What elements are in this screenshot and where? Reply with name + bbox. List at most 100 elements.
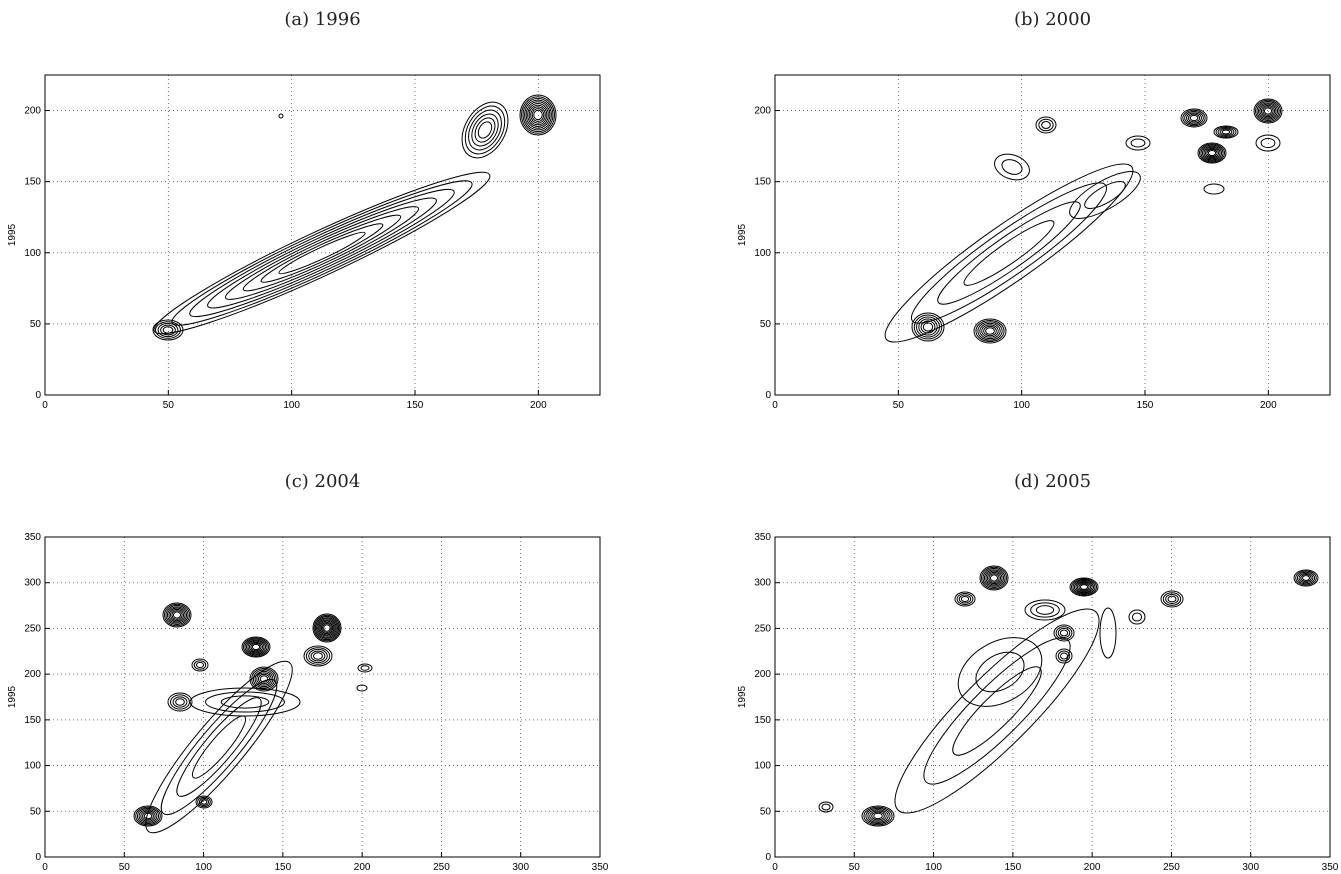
contour-line [191,715,247,779]
y-tick-label: 50 [30,806,42,817]
x-tick-label: 350 [1322,862,1339,873]
contour-line [249,666,279,692]
contour-line [160,324,176,336]
contour-line [863,806,893,826]
y-tick-label: 50 [760,319,772,330]
contour-line [954,591,976,607]
x-tick-label: 150 [1137,400,1154,411]
contour-line [522,97,554,133]
contour-line [317,618,337,638]
contour-line [251,667,277,691]
y-tick-label: 300 [754,578,771,589]
panel: (a) 1996 1995 0 50 100 150 200 0 50 100 150 200 [7,9,601,411]
contour-line [821,803,831,811]
contour-line [911,312,945,342]
contour-line [1302,575,1310,581]
contour-line [303,645,333,667]
contour-line [1260,137,1276,149]
contour-line [1206,148,1218,158]
contour-line [153,171,491,335]
contour-line [245,639,267,655]
contour-line [244,638,268,656]
contour-line [360,665,370,671]
contour-line [1254,99,1282,123]
contour-line [312,613,342,643]
contour-line [314,615,340,641]
contours [884,98,1283,344]
contour-line [1217,127,1235,137]
contour-line [956,592,974,606]
contour-line [241,636,271,658]
contour-line [242,214,402,292]
contour-line [1069,577,1099,597]
contour-line [461,101,509,159]
contour-line [1182,109,1206,127]
contour-line [1221,129,1231,135]
contour-line [894,608,1100,814]
contour-line [937,201,1081,305]
contour-line [913,314,943,340]
contour-line [1298,572,1314,584]
contour-line [871,811,885,821]
contour-line [1167,595,1177,603]
contour-line [975,319,1005,343]
x-tick-label: 350 [592,862,609,873]
contour-line [531,108,545,122]
y-tick-label: 150 [24,715,41,726]
contour-line [918,318,938,336]
contour-line [200,799,208,805]
contour-line [313,614,341,642]
axes-frame [44,536,601,858]
y-tick-label: 300 [24,578,41,589]
contour-line [308,648,328,664]
contour-line [1203,146,1221,160]
contour-line [1186,112,1202,124]
contour-line [530,106,546,124]
contour-line [1072,579,1096,595]
contour-line [196,661,204,669]
contour-line [163,603,191,627]
contour-line [979,322,1001,340]
contour-line [1215,126,1237,138]
y-axis-label: 1995 [7,223,18,246]
contour-line [1075,581,1093,593]
contour-line [920,320,936,334]
contour-line [162,602,192,628]
contour-line [205,691,285,713]
x-tick-label: 100 [1013,400,1030,411]
contour-line [980,566,1008,590]
contour-line [1187,113,1201,123]
contour-line [250,642,262,652]
contour-line [1125,135,1151,151]
x-tick-label: 100 [195,862,212,873]
contour-line [985,570,1003,586]
contour-line [1084,181,1126,209]
y-tick-label: 150 [754,715,771,726]
axes-frame [774,74,1331,396]
contour-line [524,99,552,131]
x-tick-label: 0 [42,862,48,873]
contour-line [1296,571,1316,585]
contour-line [873,812,883,820]
contour-line [242,637,270,657]
contour-line [1198,143,1226,163]
x-tick-label: 100 [925,862,942,873]
contour-line [170,694,190,710]
contour-line [963,220,1055,286]
contour-line [957,637,1043,707]
y-tick-label: 150 [24,177,41,188]
contour-line [165,605,189,625]
x-tick-label: 150 [1005,862,1022,873]
contour-line [305,647,331,665]
panel: (c) 2004 1995 0 50 100 150 200 250 300 350 0 50 100 1… [7,471,609,873]
contour-line [1070,578,1098,596]
panel: (d) 2005 1995 0 50 100 150 200 250 300 350 0 50 100 1… [737,471,1339,873]
y-tick-label: 100 [24,248,41,259]
contour-line [1079,584,1089,590]
x-tick-label: 300 [1242,862,1259,873]
y-tick-label: 50 [760,806,772,817]
contour-line [260,223,384,283]
y-axis-label: 1995 [737,223,748,246]
contour-line [136,807,160,825]
x-tick-label: 0 [42,400,48,411]
